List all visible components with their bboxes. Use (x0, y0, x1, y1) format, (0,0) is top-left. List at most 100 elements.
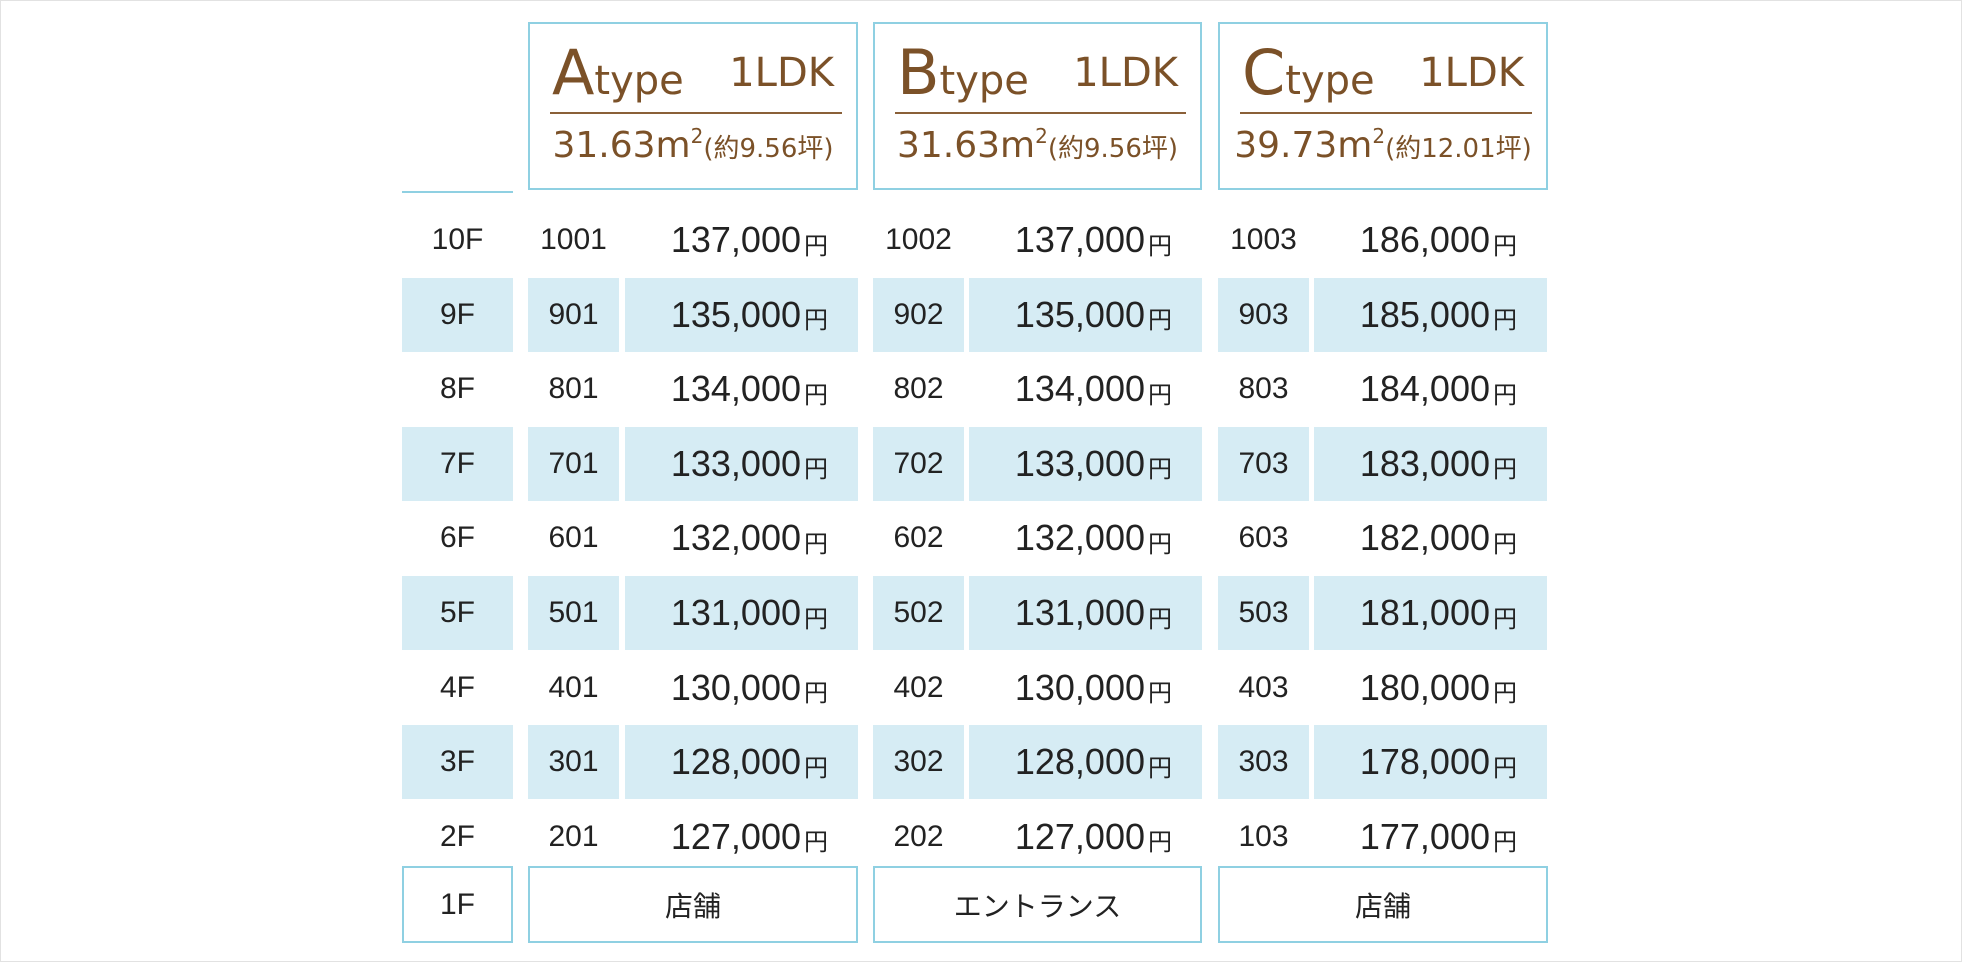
yen-symbol: 円 (1148, 530, 1172, 558)
area-superscript: 2 (1372, 124, 1386, 148)
rent-price: 180,000 円 (1314, 651, 1547, 725)
price-value: 183,000 (1359, 442, 1490, 484)
rent-price: 135,000 円 (969, 277, 1202, 352)
price-value: 181,000 (1359, 592, 1490, 633)
price-value: 135,000 (670, 293, 801, 335)
type-letter: C (1242, 36, 1286, 109)
yen-symbol: 円 (804, 456, 828, 484)
price-value: 137,000 (1014, 219, 1145, 260)
type-letter: B (897, 36, 940, 109)
price-value: 127,000 (670, 815, 801, 857)
yen-symbol: 円 (804, 829, 828, 857)
room-number: 1003 (1230, 223, 1297, 256)
type-name: Btype (897, 36, 1029, 109)
room-number: 403 (1238, 670, 1289, 704)
price-value: 182,000 (1359, 517, 1490, 559)
rent-price: 181,000 円 (1314, 576, 1547, 650)
room-number: 601 (548, 521, 599, 555)
yen-symbol: 円 (1493, 456, 1517, 484)
room-number: 401 (548, 670, 599, 704)
rent-price: 134,000 円 (969, 352, 1202, 426)
floor-label: 4F (439, 670, 475, 704)
price-value: 131,000 (1014, 592, 1145, 633)
price-value: 177,000 (1359, 815, 1490, 857)
room-number: 402 (893, 670, 944, 704)
room-number: 1002 (885, 223, 952, 256)
yen-symbol: 円 (804, 680, 828, 708)
ground-entrance: エントランス (873, 866, 1202, 943)
type-letter: A (552, 36, 595, 109)
type-suffix: type (939, 58, 1029, 104)
type-divider (895, 112, 1186, 114)
yen-symbol: 円 (804, 530, 828, 558)
rent-price: 132,000 円 (625, 501, 858, 575)
floor-label: 1F (402, 866, 513, 943)
type-area: 39.73m2(約12.01坪) (1220, 124, 1546, 166)
price-value: 130,000 (670, 666, 801, 708)
room-number: 103 (1238, 819, 1289, 853)
price-value: 178,000 (1359, 741, 1490, 783)
type-header-b: Btype 1LDK 31.63m2(約9.56坪) (873, 22, 1202, 190)
type-name: Ctype (1242, 36, 1375, 109)
yen-symbol: 円 (804, 232, 828, 260)
type-suffix: type (1285, 58, 1375, 104)
area-superscript: 2 (690, 124, 704, 148)
yen-symbol: 円 (1493, 680, 1517, 708)
price-value: 127,000 (1014, 815, 1145, 857)
room-number: 303 (1218, 725, 1309, 800)
yen-symbol: 円 (1148, 829, 1172, 857)
room-number: 701 (528, 426, 619, 501)
price-value: 128,000 (1014, 741, 1145, 783)
rent-price: 178,000 円 (1314, 725, 1547, 800)
type-layout: 1LDK (1419, 50, 1524, 96)
rent-price: 137,000 円 (969, 203, 1202, 277)
yen-symbol: 円 (1148, 680, 1172, 708)
room-number: 302 (873, 725, 964, 800)
price-value: 133,000 (1014, 442, 1145, 484)
rent-price: 182,000 円 (1314, 501, 1547, 575)
price-value: 134,000 (670, 368, 801, 410)
yen-symbol: 円 (1148, 232, 1172, 260)
price-value: 185,000 (1359, 293, 1490, 335)
room-number: 603 (1238, 521, 1289, 555)
room-number: 802 (893, 372, 944, 406)
price-value: 186,000 (1359, 219, 1490, 260)
price-value: 184,000 (1359, 368, 1490, 410)
floor-label: 8F (439, 372, 475, 406)
yen-symbol: 円 (1493, 307, 1517, 335)
price-value: 137,000 (670, 219, 801, 260)
area-value: 39.73m (1234, 125, 1373, 166)
area-value: 31.63m (552, 125, 691, 166)
room-number: 602 (893, 521, 944, 555)
type-suffix: type (594, 58, 684, 104)
yen-symbol: 円 (1493, 381, 1517, 409)
floor-label: 5F (402, 576, 513, 650)
area-tsubo: (約9.56坪) (1047, 134, 1179, 164)
room-number: 702 (873, 426, 964, 501)
rent-price: 131,000 円 (625, 576, 858, 650)
price-value: 130,000 (1014, 666, 1145, 708)
yen-symbol: 円 (1493, 232, 1517, 260)
yen-symbol: 円 (1148, 381, 1172, 409)
yen-symbol: 円 (804, 307, 828, 335)
room-number: 502 (873, 576, 964, 650)
yen-symbol: 円 (1148, 307, 1172, 335)
floor-label: 10F (431, 223, 484, 256)
rent-price: 137,000 円 (625, 203, 858, 277)
room-number: 901 (528, 277, 619, 352)
yen-symbol: 円 (804, 754, 828, 782)
rent-price: 184,000 円 (1314, 352, 1547, 426)
area-value: 31.63m (896, 125, 1036, 166)
floor-label: 6F (439, 521, 475, 555)
rent-price: 183,000 円 (1314, 426, 1547, 501)
floor-label: 7F (402, 426, 513, 501)
rent-price: 134,000 円 (625, 352, 858, 426)
yen-symbol: 円 (1493, 829, 1517, 857)
floor-label: 9F (402, 277, 513, 352)
type-area: 31.63m2(約9.56坪) (530, 124, 856, 166)
yen-symbol: 円 (804, 381, 828, 409)
rent-price: 133,000 円 (625, 426, 858, 501)
room-number: 301 (528, 725, 619, 800)
rent-price: 186,000 円 (1314, 203, 1547, 277)
